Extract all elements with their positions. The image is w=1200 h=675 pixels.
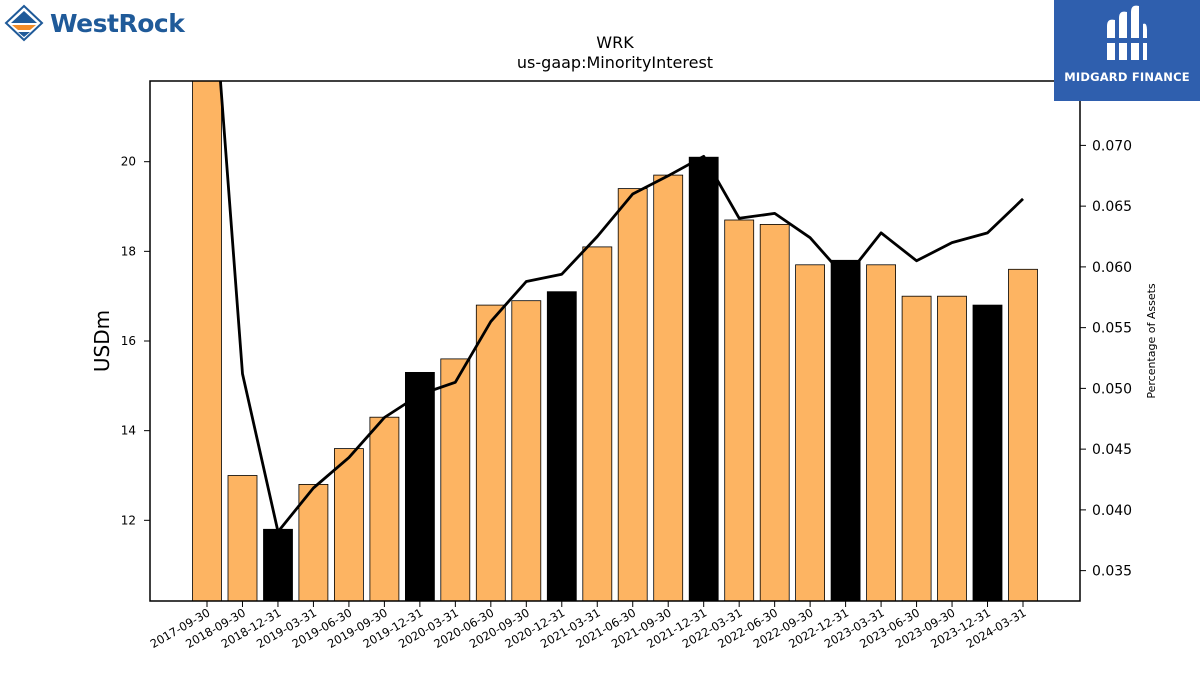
bar xyxy=(333,448,364,601)
bar xyxy=(582,246,613,601)
y2-tick-label: 0.065 xyxy=(1092,199,1132,215)
y-tick-label: 18 xyxy=(121,244,136,258)
bar xyxy=(546,291,577,601)
bar xyxy=(830,259,861,601)
bar xyxy=(795,264,825,601)
bar xyxy=(192,81,222,601)
midgard-wordmark: MIDGARD FINANCE xyxy=(1064,70,1190,84)
bar xyxy=(617,188,648,601)
bar xyxy=(227,475,258,601)
westrock-logo: WestRock xyxy=(4,4,185,42)
bar xyxy=(901,295,932,601)
bar xyxy=(866,264,896,601)
y2-tick-label: 0.040 xyxy=(1092,503,1132,519)
westrock-wordmark: WestRock xyxy=(50,8,185,38)
y2-axis-label: Percentage of Assets xyxy=(1145,283,1158,399)
y2-tick-label: 0.070 xyxy=(1092,138,1132,154)
y-axis-label: USDm xyxy=(90,310,114,372)
y-tick-label: 16 xyxy=(121,334,136,348)
plot-area: 12 14 16 18 20 0.035 0.040 0.045 0.050 0.055 0.060… xyxy=(121,80,1132,651)
y-tick-label: 20 xyxy=(121,155,136,169)
bar xyxy=(475,304,506,601)
y2-tick-label: 0.050 xyxy=(1092,381,1132,397)
bar xyxy=(440,358,471,601)
midgard-finance-logo: MIDGARD FINANCE xyxy=(1054,0,1200,101)
y2-tick-label: 0.060 xyxy=(1092,260,1132,276)
bar xyxy=(1008,268,1038,601)
bar xyxy=(511,300,542,601)
y-tick-label: 12 xyxy=(121,513,136,527)
y-tick-label: 14 xyxy=(121,424,136,438)
bar xyxy=(263,528,293,601)
bar xyxy=(653,174,684,601)
series-line xyxy=(219,81,1024,534)
bar-group xyxy=(192,81,1038,601)
y2-tick-label: 0.035 xyxy=(1092,564,1132,580)
bar xyxy=(759,223,790,601)
line-group xyxy=(219,81,1024,534)
chart-subtitle: us-gaap:MinorityInterest xyxy=(517,53,713,72)
bar xyxy=(937,295,967,601)
y2-tick-label: 0.055 xyxy=(1092,321,1132,337)
bar xyxy=(688,156,719,601)
midgard-mark-icon xyxy=(1105,5,1149,61)
westrock-mark-icon xyxy=(4,4,44,42)
bar xyxy=(404,371,435,601)
bar xyxy=(369,416,400,601)
y2-tick-label: 0.045 xyxy=(1092,442,1132,458)
bar xyxy=(972,304,1003,601)
chart-title: WRK xyxy=(596,33,634,52)
bar xyxy=(298,483,329,601)
bar xyxy=(724,219,755,601)
